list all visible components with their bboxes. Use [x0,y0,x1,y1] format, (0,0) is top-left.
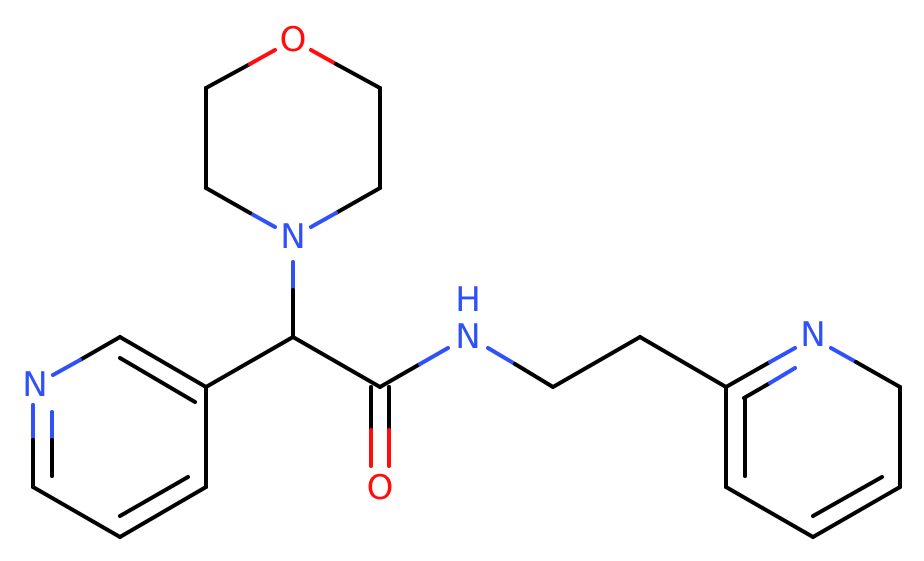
bond-line [248,48,277,66]
bond-line [118,485,208,539]
bonds [31,48,902,539]
atom-label: O [367,468,394,508]
bond-line [486,346,517,366]
bond-line [854,360,902,389]
atom-label: N [455,317,480,357]
bond-line [118,356,197,404]
bond-line [418,346,450,366]
bond-line [291,335,382,389]
bond-line [204,335,295,389]
bond-line [513,362,555,389]
bond-line [78,335,122,362]
atom-label: N [22,365,47,405]
bond-line [829,346,858,364]
bond-line [742,381,772,400]
atom-labels: O N N H N O N [22,20,825,508]
bond-line [204,62,252,90]
bond-line [51,358,82,377]
bond-line [378,362,422,389]
bond-line [551,335,642,389]
bond-line [118,475,190,518]
bond-line [724,360,772,389]
atom-label: N [280,217,305,257]
bond-line [334,62,382,90]
bond-line [204,186,252,215]
bond-line [768,366,797,385]
bond-line [811,475,884,518]
bond-line [724,485,815,539]
bond-line [334,186,382,215]
atom-label: H [455,280,481,320]
bond-line [31,485,122,539]
bond-line [811,485,902,539]
bond-line [118,335,208,389]
bond-line [309,48,338,66]
bond-line [768,346,797,364]
bond-line [309,211,338,229]
bond-line [248,211,277,229]
atom-label: N [800,315,825,355]
bond-line [638,335,728,389]
atom-label: O [280,20,307,60]
